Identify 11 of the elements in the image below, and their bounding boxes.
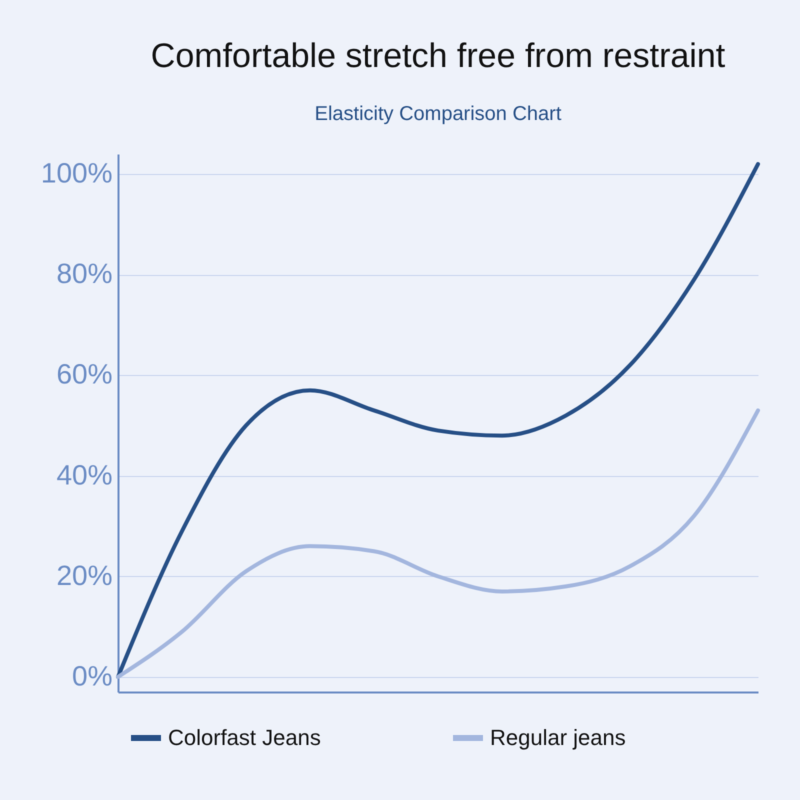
y-tick-label: 100% (40, 158, 112, 189)
y-tick-label: 80% (56, 258, 112, 290)
legend-label: Colorfast Jeans (168, 725, 321, 750)
chart-subtitle: Elasticity Comparison Chart (314, 103, 562, 125)
legend-label: Regular jeans (490, 725, 626, 750)
y-tick-label: 60% (56, 358, 112, 390)
line-series (116, 408, 760, 679)
y-tick-label: 20% (56, 560, 112, 591)
chart-title: Comfortable stretch free from restraint (150, 37, 726, 75)
y-tick-label: 40% (56, 459, 112, 490)
y-tick-label: 0% (72, 660, 112, 692)
